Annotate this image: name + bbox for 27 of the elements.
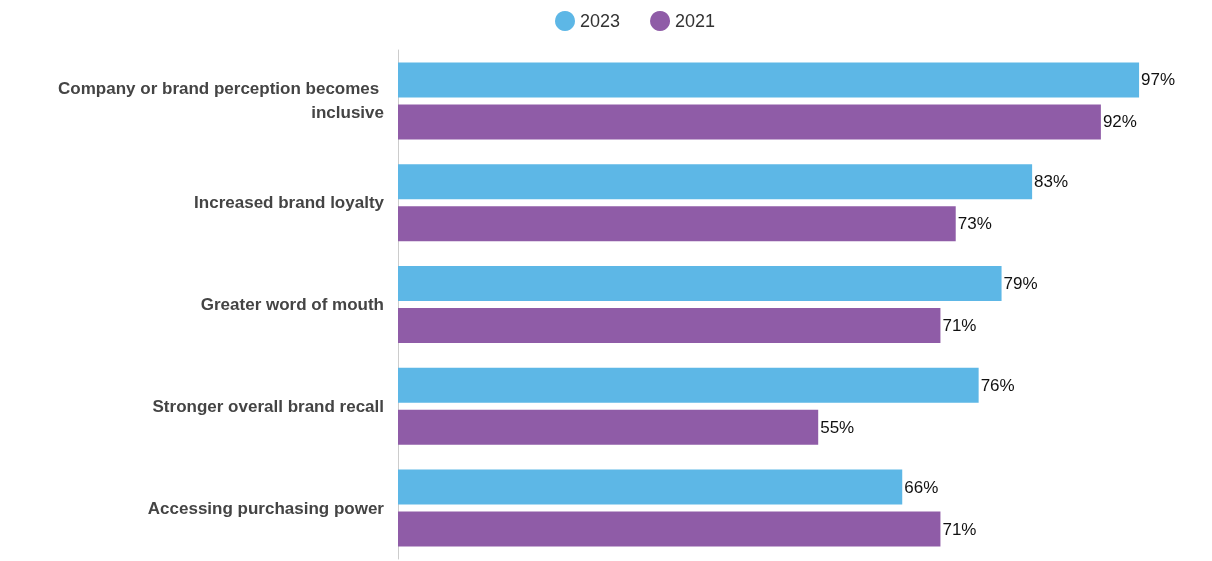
y-tick-label: Stronger overall brand recall bbox=[152, 396, 384, 416]
data-label: 92% bbox=[1102, 112, 1137, 132]
data-label: 97% bbox=[1141, 70, 1176, 90]
bar bbox=[398, 367, 979, 403]
y-tick-label: Company or brand perception becomes inclusive bbox=[58, 79, 384, 123]
y-tick-label: Greater word of mouth bbox=[200, 295, 384, 314]
bar bbox=[398, 469, 903, 505]
data-label: 73% bbox=[957, 214, 992, 234]
data-label: 71% bbox=[942, 316, 977, 335]
data-label: 79% bbox=[1003, 274, 1038, 293]
bar bbox=[398, 206, 956, 242]
data-label: 71% bbox=[942, 519, 977, 539]
data-label: 66% bbox=[904, 477, 939, 497]
data-label: 83% bbox=[1034, 172, 1069, 192]
y-tick-label: Increased brand loyalty bbox=[194, 193, 385, 213]
bar bbox=[398, 62, 1140, 98]
bar bbox=[398, 409, 819, 445]
data-label: 55% bbox=[820, 417, 855, 437]
bar bbox=[398, 308, 941, 343]
legend-label: 2023 bbox=[580, 11, 621, 31]
bar bbox=[398, 266, 1002, 301]
legend-label: 2021 bbox=[675, 11, 716, 31]
bar bbox=[398, 104, 1101, 140]
bar bbox=[398, 511, 941, 547]
data-label: 76% bbox=[980, 375, 1015, 395]
y-tick-label: Accessing purchasing power bbox=[147, 498, 385, 518]
bar bbox=[398, 164, 1033, 200]
